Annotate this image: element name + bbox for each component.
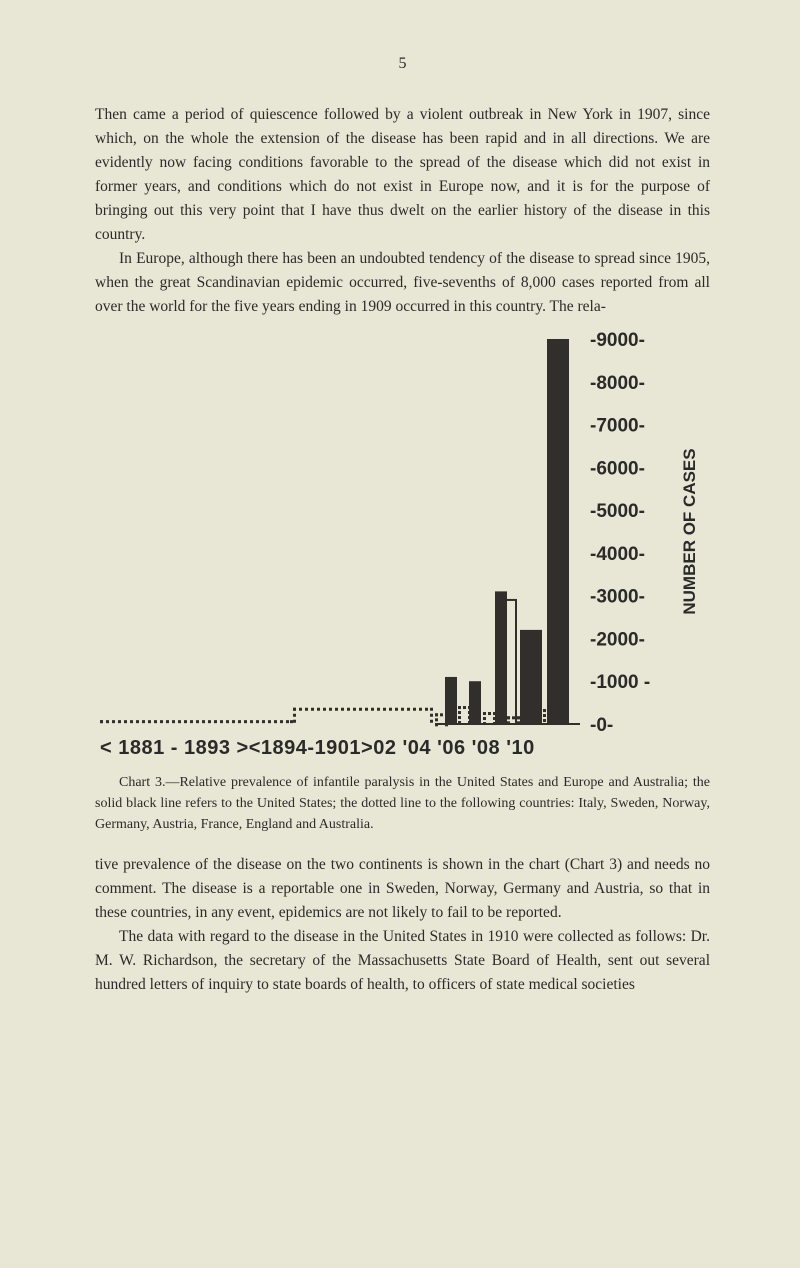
svg-text:-9000-: -9000- bbox=[590, 330, 645, 351]
svg-text:-6000-: -6000- bbox=[590, 458, 645, 479]
svg-text:NUMBER OF CASES: NUMBER OF CASES bbox=[680, 449, 699, 615]
page-number: 5 bbox=[95, 55, 710, 73]
svg-text:-4000-: -4000- bbox=[590, 544, 645, 565]
svg-text:-0-: -0- bbox=[590, 715, 613, 736]
svg-text:-5000-: -5000- bbox=[590, 501, 645, 522]
paragraph-3: tive prevalence of the disease on the tw… bbox=[95, 853, 710, 925]
svg-text:-1000 -: -1000 - bbox=[590, 672, 650, 693]
svg-text:< 1881 - 1893 ><1894-1901>0: < 1881 - 1893 ><1894-1901>02 '04 '06 '08… bbox=[100, 737, 535, 759]
paragraph-1: Then came a period of quiescence followe… bbox=[95, 103, 710, 247]
chart-container: -9000- -8000- -7000- -6000- -5000- -4000- -300… bbox=[95, 324, 710, 764]
svg-text:-3000-: -3000- bbox=[590, 587, 645, 608]
svg-text:-2000-: -2000- bbox=[590, 630, 645, 651]
paragraph-4: The data with regard to the disease in t… bbox=[95, 925, 710, 997]
chart-caption: Chart 3.—Relative prevalence of infantil… bbox=[95, 772, 710, 835]
chart-svg: -9000- -8000- -7000- -6000- -5000- -4000- -300… bbox=[95, 324, 710, 764]
paragraph-2: In Europe, although there has been an un… bbox=[95, 247, 710, 319]
svg-text:-7000-: -7000- bbox=[590, 416, 645, 437]
svg-text:-8000-: -8000- bbox=[590, 373, 645, 394]
